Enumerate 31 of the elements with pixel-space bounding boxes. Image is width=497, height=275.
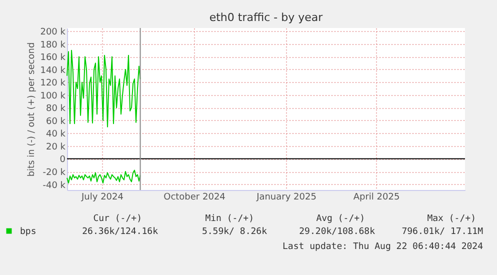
text: 5.59k/ 8.26k	[202, 227, 268, 237]
y-tick-label: 60 k	[46, 116, 66, 127]
text: 29.20k/108.68k	[299, 227, 376, 237]
text: Cur (-/+)	[93, 214, 142, 224]
text: Min (-/+)	[205, 214, 254, 224]
x-tick-label: April 2025	[353, 192, 400, 202]
legend-label: bps	[20, 227, 36, 237]
y-tick-label: 180 k	[40, 40, 66, 50]
y-tick-label: 200 k	[40, 28, 66, 38]
y-tick-label: -20 k	[42, 168, 66, 178]
y-tick-label: 40 k	[46, 130, 66, 140]
text: 796.01k/ 17.11M	[402, 227, 484, 237]
y-tick-label: 0	[60, 155, 66, 166]
text: 26.36k/124.16k	[82, 227, 159, 237]
y-tick-label: -40 k	[42, 180, 66, 191]
y-tick-label: 120 k	[40, 78, 66, 89]
x-tick-label: October 2024	[164, 192, 226, 202]
y-tick-label: 160 k	[40, 53, 66, 64]
text: Avg (-/+)	[316, 214, 365, 224]
x-tick-label: July 2024	[80, 192, 124, 202]
y-tick-label: 80 k	[46, 104, 66, 114]
line-series	[66, 50, 141, 128]
y-axis-title: bits in (-) / out (+) per second	[27, 42, 38, 177]
chart-title: eth0 traffic - by year	[209, 11, 324, 24]
y-tick-label: 20 k	[46, 142, 66, 152]
line-series	[66, 170, 141, 184]
y-tick-label: 140 k	[40, 66, 66, 76]
y-tick-label: 100 k	[40, 91, 66, 102]
text: Last update: Thu Aug 22 06:40:44 2024	[282, 242, 483, 252]
text: Max (-/+)	[427, 214, 476, 224]
x-tick-label: January 2025	[256, 192, 316, 202]
